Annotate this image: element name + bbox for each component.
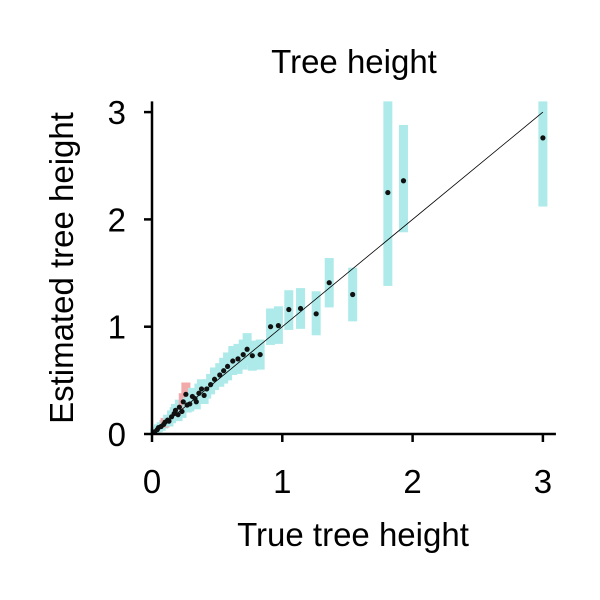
data-point <box>267 324 274 330</box>
data-point <box>221 368 227 374</box>
x-axis-ticks: 0 1 2 3 <box>143 434 552 500</box>
data-point <box>172 407 179 413</box>
y-tick-label: 1 <box>108 309 126 346</box>
data-point <box>230 358 236 364</box>
data-point <box>176 404 182 410</box>
y-tick-label: 0 <box>108 416 126 453</box>
data-point <box>244 346 250 352</box>
data-point <box>208 382 214 388</box>
data-point <box>198 386 205 392</box>
data-point <box>224 363 231 370</box>
y-tick: 2 <box>108 201 152 238</box>
data-point <box>175 412 181 418</box>
x-tick: 1 <box>273 434 291 500</box>
y-tick: 1 <box>108 309 152 346</box>
data-point <box>204 386 210 392</box>
x-tick-label: 2 <box>403 463 421 500</box>
chart-title: Tree height <box>271 43 437 80</box>
data-point <box>540 135 546 141</box>
data-point <box>350 291 356 298</box>
data-point <box>187 401 193 407</box>
data-point <box>183 391 189 397</box>
data-point <box>211 376 218 382</box>
data-point <box>240 351 246 358</box>
data-point <box>217 372 223 378</box>
data-point <box>257 351 263 358</box>
data-point <box>400 178 407 184</box>
data-point <box>385 189 391 196</box>
x-tick-label: 0 <box>143 463 161 500</box>
data-point <box>235 356 241 362</box>
x-tick: 2 <box>403 434 422 500</box>
x-tick-label: 3 <box>534 463 552 500</box>
data-point <box>249 353 255 359</box>
reference-line-y-equals-x <box>151 111 544 435</box>
data-point <box>166 418 172 424</box>
data-point <box>326 280 332 286</box>
x-tick: 3 <box>534 434 552 500</box>
data-point <box>179 408 185 415</box>
y-axis-ticks: 0 1 2 3 <box>108 94 152 453</box>
y-tick-label: 2 <box>108 201 126 238</box>
data-point <box>313 311 319 317</box>
data-point <box>180 399 186 405</box>
data-point <box>297 305 304 312</box>
y-tick-label: 3 <box>108 94 126 131</box>
x-tick: 0 <box>143 434 161 500</box>
data-point <box>275 323 281 329</box>
y-tick: 0 <box>108 416 152 453</box>
y-tick: 3 <box>108 94 152 131</box>
y-axis-label: Estimated tree height <box>43 112 80 424</box>
x-tick-label: 1 <box>273 463 291 500</box>
data-point <box>193 399 199 405</box>
data-point <box>286 306 292 313</box>
data-point <box>201 392 207 398</box>
interval-bar <box>538 101 548 207</box>
point-layer <box>152 135 546 435</box>
data-point <box>196 390 202 396</box>
x-axis-label: True tree height <box>237 516 469 553</box>
